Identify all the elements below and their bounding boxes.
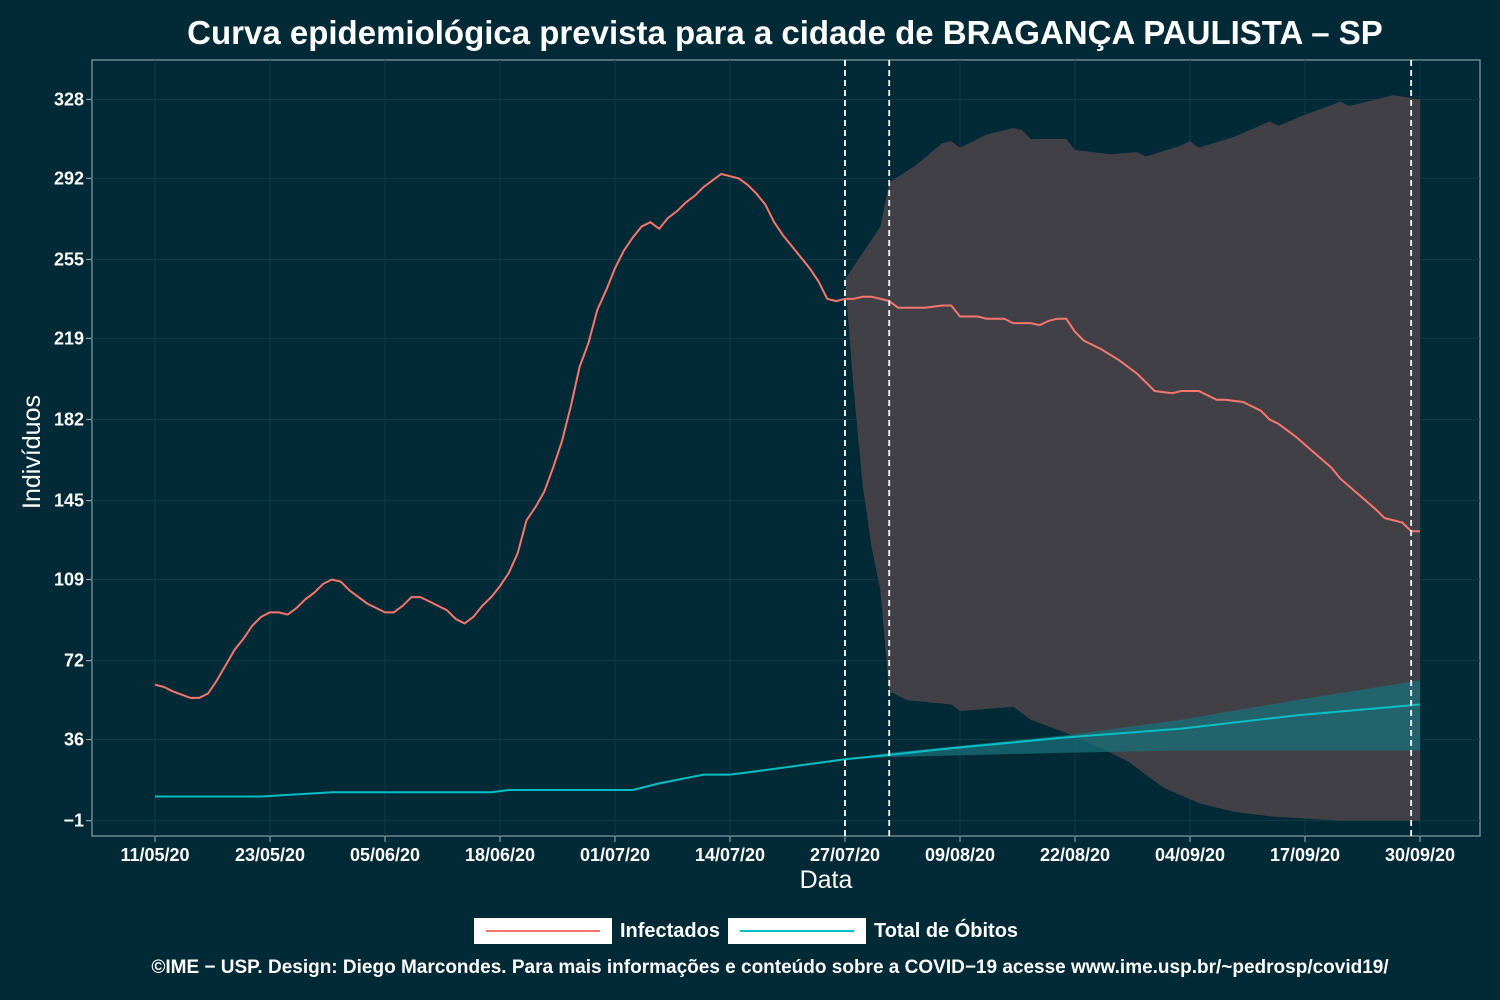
legend-label-infectados: Infectados	[619, 919, 720, 942]
legend-label-obitos: Total de Óbitos	[873, 919, 1019, 942]
legend: Infectados Total de Óbitos	[0, 918, 1500, 944]
x-tick-label: 11/05/20	[120, 845, 189, 865]
y-axis-title: Indivíduos	[18, 395, 46, 509]
y-tick-label: 328	[54, 89, 84, 109]
plot-panel	[91, 59, 1481, 837]
x-tick-label: 14/07/20	[695, 845, 765, 865]
y-tick-label: 109	[54, 570, 84, 590]
y-tick-label: −1	[63, 811, 84, 831]
y-tick-label: 182	[54, 410, 84, 430]
y-tick-label: 36	[64, 730, 84, 750]
legend-key-obitos	[727, 918, 866, 944]
legend-key-infectados	[473, 918, 612, 944]
series-line-infectados	[154, 172, 1420, 699]
x-tick-label: 17/09/20	[1270, 845, 1340, 865]
y-tick-label: 255	[54, 249, 84, 269]
x-tick-label: 22/08/20	[1040, 845, 1110, 865]
x-tick-label: 23/05/20	[235, 845, 305, 865]
x-tick-label: 30/09/20	[1385, 845, 1455, 865]
x-tick-label: 09/08/20	[925, 845, 995, 865]
series-line-obitos	[155, 703, 1421, 798]
x-tick-label: 04/09/20	[1155, 845, 1225, 865]
footer-credit: ©IME − USP. Design: Diego Marcondes. Par…	[151, 957, 1389, 978]
obitos-confidence-band	[845, 680, 1420, 760]
x-tick-label: 05/06/20	[350, 845, 420, 865]
y-tick-label: 72	[64, 651, 84, 671]
x-tick-label: 01/07/20	[580, 845, 650, 865]
y-tick-label: 145	[54, 491, 84, 511]
chart-title: Curva epidemiológica prevista para a cid…	[187, 14, 1383, 51]
x-tick-label: 27/07/20	[810, 845, 880, 865]
y-tick-label: 219	[54, 328, 84, 348]
x-axis-title: Data	[800, 866, 853, 894]
infectados-confidence-band	[845, 95, 1420, 821]
y-tick-label: 292	[54, 168, 84, 188]
x-tick-label: 18/06/20	[465, 845, 535, 865]
